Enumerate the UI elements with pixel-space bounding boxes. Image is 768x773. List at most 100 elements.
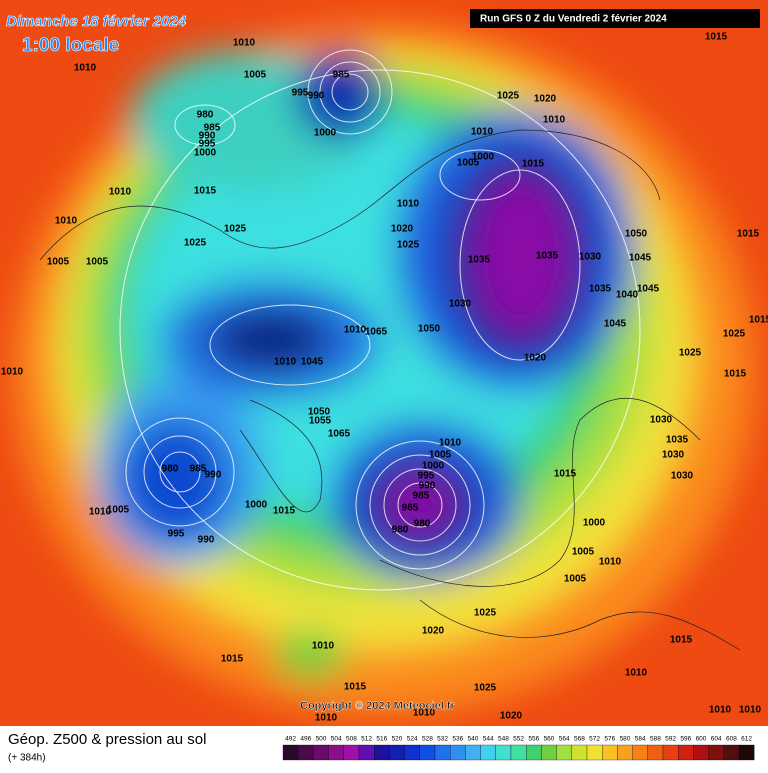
legend-label: 540: [468, 736, 479, 743]
isobar-label: 1020: [391, 224, 414, 235]
legend-swatch: [723, 744, 740, 761]
coastline: [239, 399, 323, 513]
isobar-label: 1015: [749, 315, 768, 326]
legend-swatch: [282, 744, 299, 761]
legend-swatch: [662, 744, 679, 761]
isobar-label: 1005: [564, 574, 587, 585]
isobar-label: 1010: [233, 38, 256, 49]
isobar: [459, 169, 581, 361]
legend-label: 600: [696, 736, 707, 743]
isobar-label: 1010: [109, 187, 132, 198]
isobar-label: 1025: [723, 329, 746, 340]
legend-label: 500: [316, 736, 327, 743]
isobar-label: 1025: [497, 91, 520, 102]
date: Dimanche 18 février 2024: [6, 13, 187, 30]
legend-swatch: [526, 744, 542, 761]
legend-label: 532: [437, 736, 448, 743]
legend-swatch: [358, 744, 375, 761]
legend-swatch: [602, 744, 618, 761]
isobar-label: 1025: [679, 348, 702, 359]
legend-swatch: [328, 744, 344, 761]
legend-swatch: [495, 744, 512, 761]
isobars: [119, 49, 641, 591]
isobar-label: 1005: [244, 70, 267, 81]
legend-swatch: [541, 744, 557, 761]
isobar: [369, 454, 471, 556]
isobar-label: 985: [333, 70, 350, 81]
legend-label: 564: [559, 736, 570, 743]
isobar-label: 1005: [107, 505, 130, 516]
copyright: Copyright © 2024 Meteociel.fr: [300, 700, 456, 712]
isobar-label: 1010: [739, 705, 762, 716]
isobar-label: 1015: [737, 229, 760, 240]
legend-label: 516: [376, 736, 387, 743]
legend-label: 612: [741, 736, 752, 743]
legend-label: 496: [300, 736, 311, 743]
isobar-label: 990: [419, 481, 436, 492]
legend-label: 588: [650, 736, 661, 743]
legend-swatch: [738, 744, 755, 761]
forecast-lead: (+ 384h): [8, 753, 46, 764]
coastlines: [39, 129, 741, 651]
legend-swatch: [571, 744, 588, 761]
isobar-label: 1030: [579, 252, 602, 263]
isobar-label: 1010: [1, 367, 24, 378]
legend-swatch: [586, 744, 603, 761]
isobar-label: 1035: [589, 284, 612, 295]
isobar-label: 1025: [184, 238, 207, 249]
legend-swatch: [313, 744, 329, 761]
isobar: [397, 482, 443, 528]
isobar-label: 985: [413, 491, 430, 502]
legend-swatch: [298, 744, 314, 761]
legend-swatch: [389, 744, 405, 761]
legend-swatch: [404, 744, 420, 761]
isobar-label: 1045: [301, 357, 324, 368]
isobar-label: 980: [197, 110, 214, 121]
isobar-label: 1015: [344, 682, 367, 693]
isobar-label: 990: [199, 131, 216, 142]
isobar-label: 1010: [599, 557, 622, 568]
isobar-label: 1015: [724, 369, 747, 380]
isobar-label: 1000: [245, 500, 268, 511]
legend-swatch: [678, 744, 694, 761]
isobar-label: 1045: [604, 319, 627, 330]
isobar-label: 1020: [524, 353, 547, 364]
legend-label: 604: [711, 736, 722, 743]
legend-swatch: [693, 744, 709, 761]
field-dark-arctic: [210, 310, 330, 370]
isobar-label: 1010: [344, 325, 367, 336]
legend-swatch: [480, 744, 496, 761]
isobar-label: 1010: [315, 713, 338, 724]
isobar-label: 995: [168, 529, 185, 540]
isobar: [159, 451, 201, 493]
isobar: [209, 304, 371, 386]
field-purple-east: [472, 175, 572, 335]
isobar-label: 980: [392, 525, 409, 536]
isobar-label: 1035: [468, 255, 491, 266]
isobar-label: 1020: [500, 711, 523, 722]
isobar-label: 1035: [536, 251, 559, 262]
isobar-label: 990: [205, 470, 222, 481]
isobar-label: 1005: [47, 257, 70, 268]
isobar-label: 1030: [671, 471, 694, 482]
isobar-label: 1045: [629, 253, 652, 264]
isobar-label: 1055: [309, 416, 332, 427]
isobar-label: 1010: [55, 216, 78, 227]
coastline: [379, 397, 701, 587]
isobar: [174, 104, 236, 146]
legend-label: 552: [513, 736, 524, 743]
field-green-south: [275, 630, 345, 680]
isobar-label: 980: [414, 519, 431, 530]
legend-swatch: [632, 744, 648, 761]
isobar-label: 1025: [397, 240, 420, 251]
isobar-label: 1010: [74, 63, 97, 74]
isobar-label: 1065: [328, 429, 351, 440]
isobar-label: 1005: [86, 257, 109, 268]
isobar-label: 1015: [522, 159, 545, 170]
legend-label: 548: [498, 736, 509, 743]
isobar-label: 1045: [637, 284, 660, 295]
coastline: [39, 129, 661, 261]
isobar-label: 1050: [625, 229, 648, 240]
legend-swatch: [343, 744, 360, 761]
